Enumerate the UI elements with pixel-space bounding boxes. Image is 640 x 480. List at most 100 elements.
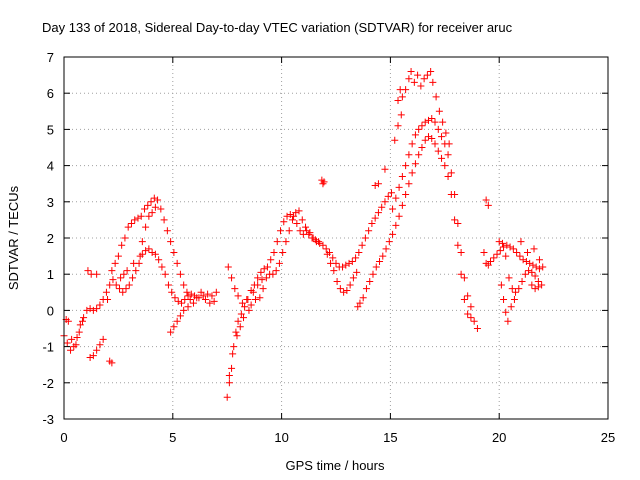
data-point: [305, 230, 313, 238]
data-point: [132, 267, 140, 275]
data-point: [530, 245, 538, 253]
data-point: [184, 303, 192, 311]
data-point: [355, 248, 363, 256]
data-point: [225, 379, 233, 387]
data-point: [460, 274, 468, 282]
data-point: [423, 71, 431, 79]
data-point: [106, 281, 114, 289]
data-point: [134, 214, 142, 222]
data-point: [392, 194, 400, 202]
data-point: [298, 216, 306, 224]
data-point: [495, 238, 503, 246]
data-point: [136, 252, 144, 260]
data-point: [329, 254, 337, 262]
data-point: [525, 267, 533, 275]
data-point: [379, 252, 387, 260]
data-point: [516, 252, 524, 260]
data-point: [108, 359, 116, 367]
data-point: [374, 209, 382, 217]
data-point: [502, 308, 510, 316]
data-point: [249, 288, 257, 296]
data-point: [93, 305, 101, 313]
data-point: [371, 182, 379, 190]
data-point: [260, 265, 268, 273]
data-point: [120, 270, 128, 278]
data-point: [480, 248, 488, 256]
data-point: [108, 267, 116, 275]
series-arc-c: [62, 203, 159, 367]
data-point: [394, 96, 402, 104]
series-arc-d: [223, 189, 395, 401]
data-point: [148, 209, 156, 217]
data-point: [279, 248, 287, 256]
data-point: [115, 285, 123, 293]
data-point: [369, 270, 377, 278]
data-point: [498, 239, 506, 247]
data-point: [231, 285, 239, 293]
series-arc-f: [354, 133, 481, 332]
x-tick-label: 5: [169, 430, 176, 445]
data-point: [316, 239, 324, 247]
y-axis-label: SDTVAR / TECUs: [6, 185, 21, 290]
data-point: [224, 263, 232, 271]
data-point: [484, 201, 492, 209]
data-point: [234, 292, 242, 300]
y-tick-label: 7: [47, 50, 54, 65]
data-point: [539, 263, 547, 271]
data-point: [464, 310, 472, 318]
data-point: [531, 272, 539, 280]
data-point: [405, 151, 413, 159]
data-point: [358, 241, 366, 249]
data-point: [434, 125, 442, 133]
x-tick-label: 0: [60, 430, 67, 445]
data-point: [528, 281, 536, 289]
data-point: [167, 238, 175, 246]
x-tick-label: 10: [274, 430, 288, 445]
data-point: [508, 285, 516, 293]
data-point: [293, 220, 301, 228]
data-point: [308, 234, 316, 242]
data-point: [315, 238, 323, 246]
data-point: [142, 247, 150, 255]
data-point: [257, 268, 265, 276]
data-point: [522, 258, 530, 266]
y-tick-label: -2: [42, 376, 54, 391]
data-point: [68, 335, 76, 343]
data-point: [500, 243, 508, 251]
data-point: [201, 296, 209, 304]
data-point: [429, 78, 437, 86]
data-point: [371, 214, 379, 222]
data-point: [535, 256, 543, 264]
data-point: [411, 131, 419, 139]
data-point: [193, 294, 201, 302]
data-point: [333, 277, 341, 285]
data-point: [187, 290, 195, 298]
data-point: [256, 294, 264, 302]
data-point: [273, 238, 281, 246]
data-point: [302, 223, 310, 231]
data-point: [424, 116, 432, 124]
data-point: [75, 328, 83, 336]
data-point: [348, 258, 356, 266]
data-point: [254, 274, 262, 282]
x-axis-label: GPS time / hours: [286, 458, 385, 473]
data-point: [365, 227, 373, 235]
data-point: [247, 301, 255, 309]
data-point: [457, 270, 465, 278]
data-point: [330, 267, 338, 275]
data-point: [342, 261, 350, 269]
data-point: [270, 248, 278, 256]
data-point: [67, 346, 75, 354]
y-tick-label: -1: [42, 340, 54, 355]
data-point: [131, 216, 139, 224]
data-point: [503, 241, 511, 249]
data-point: [204, 290, 212, 298]
data-point: [538, 281, 546, 289]
data-point: [186, 296, 194, 304]
data-point: [359, 294, 367, 302]
data-point: [420, 75, 428, 83]
y-tick-label: 2: [47, 231, 54, 246]
data-point: [228, 364, 236, 372]
data-point: [170, 248, 178, 256]
